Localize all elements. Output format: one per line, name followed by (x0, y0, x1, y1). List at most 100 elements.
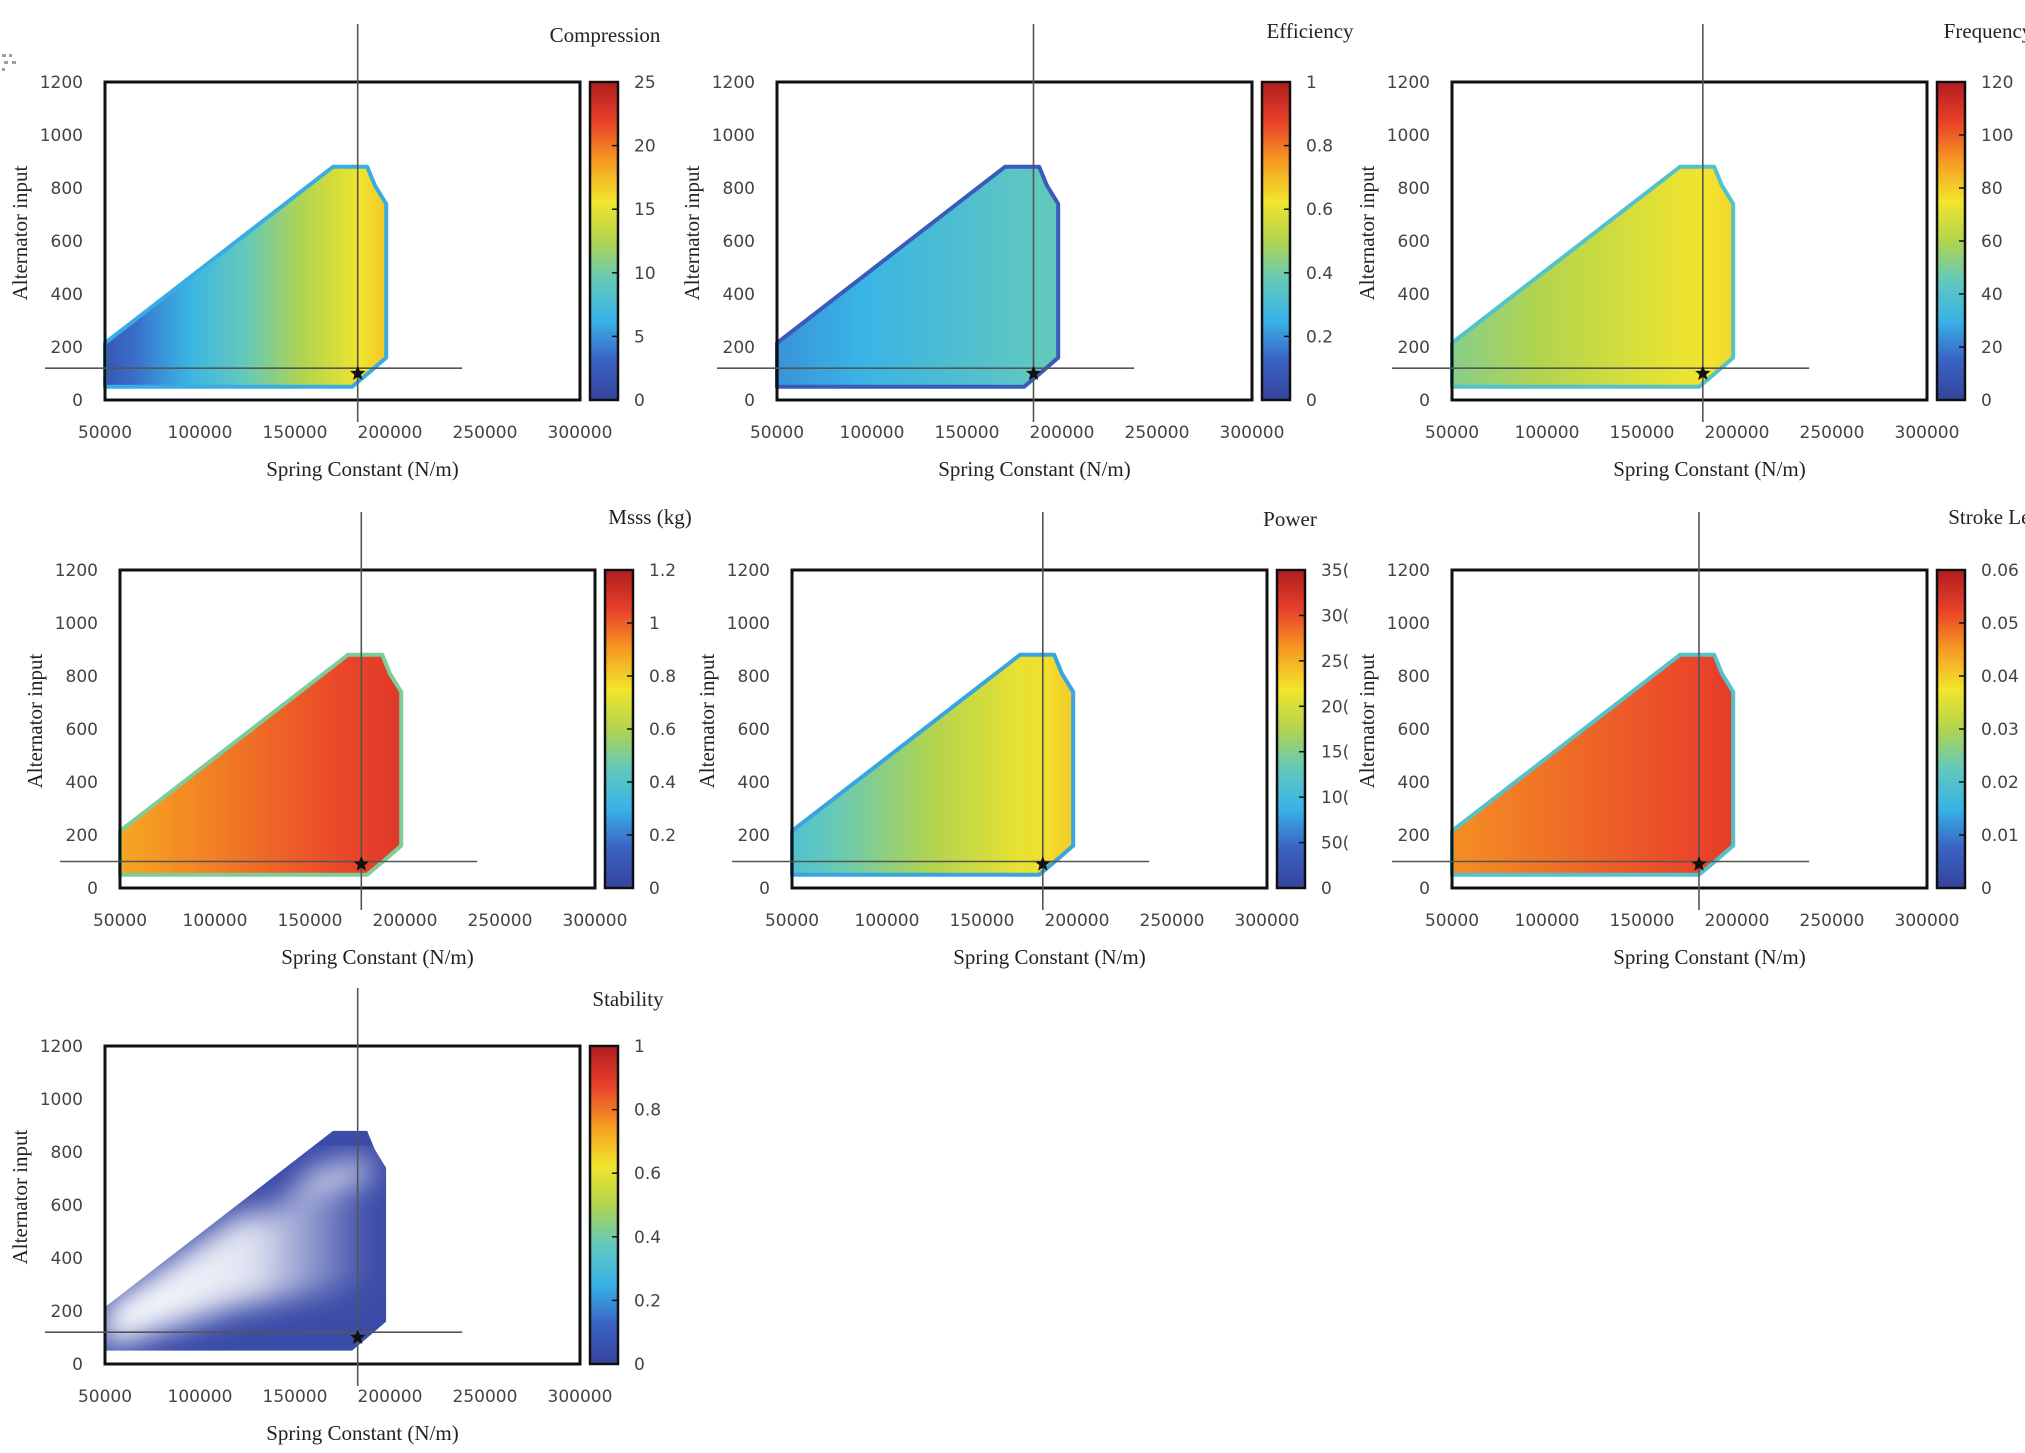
y-tick-label: 600 (723, 232, 755, 252)
y-tick-label: 200 (66, 826, 98, 846)
y-tick-label: 600 (51, 232, 83, 252)
x-tick-label: 100000 (168, 1387, 233, 1407)
colorbar-tick-label: 35( (1321, 561, 1349, 581)
y-tick-label: 200 (51, 338, 83, 358)
chart-panel-power: 50000 100000 150000 200000 250000 300000 0 200 4… (695, 507, 1349, 969)
colorbar-tick-label: 0.01 (1981, 826, 2019, 846)
chart-title: Efficiency (1266, 19, 1354, 43)
colorbar-tick-label: 0.8 (649, 667, 676, 687)
y-tick-label: 800 (1398, 179, 1430, 199)
y-tick-label: 1200 (40, 73, 83, 93)
colorbar-tick-label: 25 (634, 73, 656, 93)
y-tick-label: 400 (738, 773, 770, 793)
y-tick-label: 1200 (712, 73, 755, 93)
x-tick-label: 50000 (765, 911, 819, 931)
y-tick-label: 800 (51, 179, 83, 199)
chart-panel-stroke-length: 50000 100000 150000 200000 250000 300000 0 200 4… (1355, 505, 2025, 969)
x-tick-label: 250000 (468, 911, 533, 931)
plot-frame (775, 80, 1254, 402)
chart-title: Compression (550, 23, 661, 47)
y-tick-label: 600 (66, 720, 98, 740)
y-tick-label: 800 (1398, 667, 1430, 687)
colorbar-tick-label: 120 (1981, 73, 2013, 93)
x-tick-label: 50000 (78, 1387, 132, 1407)
heatmap-region (103, 164, 389, 389)
plot-frame (790, 568, 1269, 890)
optimum-marker (350, 1329, 366, 1344)
y-axis-label: Alternator input (23, 653, 47, 788)
colorbar-tick-label: 0.05 (1981, 614, 2019, 634)
y-tick-label: 400 (723, 285, 755, 305)
y-tick-label: 800 (66, 667, 98, 687)
colorbar-tick-label: 30( (1321, 606, 1349, 626)
colorbar (1260, 80, 1292, 402)
colorbar-tick-label: 0.02 (1981, 773, 2019, 793)
colorbar-tick-label: 1.2 (649, 561, 676, 581)
colorbar-tick-label: 0.06 (1981, 561, 2019, 581)
x-tick-label: 200000 (358, 1387, 423, 1407)
y-tick-label: 1000 (55, 614, 98, 634)
plot-frame (1450, 568, 1929, 890)
colorbar-tick-label: 40 (1981, 285, 2003, 305)
y-tick-label: 1000 (712, 126, 755, 146)
y-tick-label: 600 (51, 1196, 83, 1216)
x-tick-label: 300000 (548, 423, 613, 443)
x-tick-label: 100000 (1515, 423, 1580, 443)
colorbar-tick-label: 25( (1321, 652, 1349, 672)
colorbar-tick-label: 0.8 (634, 1101, 661, 1121)
x-tick-label: 300000 (1895, 423, 1960, 443)
x-tick-label: 100000 (168, 423, 233, 443)
x-tick-label: 250000 (1125, 423, 1190, 443)
x-tick-label: 200000 (358, 423, 423, 443)
colorbar-tick-label: 0.2 (634, 1291, 661, 1311)
y-axis-label: Alternator input (680, 165, 704, 300)
x-axis-label: Spring Constant (N/m) (1613, 457, 1806, 481)
x-tick-label: 200000 (1705, 911, 1770, 931)
y-tick-label: 800 (723, 179, 755, 199)
colorbar-tick-label: 0 (649, 879, 660, 899)
y-tick-label: 1000 (40, 1090, 83, 1110)
colorbar-tick-label: 0.6 (634, 1164, 661, 1184)
x-tick-label: 200000 (373, 911, 438, 931)
x-tick-label: 300000 (563, 911, 628, 931)
chart-title: Stability (592, 987, 664, 1011)
x-tick-label: 50000 (1425, 911, 1479, 931)
y-tick-label: 200 (1398, 338, 1430, 358)
y-tick-label: 200 (1398, 826, 1430, 846)
optimum-marker (350, 365, 366, 380)
y-tick-label: 1200 (55, 561, 98, 581)
y-tick-label: 1200 (1387, 73, 1430, 93)
x-tick-label: 50000 (750, 423, 804, 443)
y-tick-label: 200 (723, 338, 755, 358)
colorbar-tick-label: 0 (1321, 879, 1332, 899)
x-tick-label: 250000 (1800, 423, 1865, 443)
optimum-marker (1025, 365, 1042, 380)
x-tick-label: 300000 (1235, 911, 1300, 931)
chart-title: Frequency (1944, 19, 2025, 43)
colorbar-tick-label: 20 (1981, 338, 2003, 358)
x-tick-label: 300000 (548, 1387, 613, 1407)
x-tick-label: 50000 (1425, 423, 1479, 443)
dotted-mark-icon (0, 50, 22, 80)
colorbar-tick-label: 100 (1981, 126, 2013, 146)
y-tick-label: 1200 (1387, 561, 1430, 581)
chart-title: Power (1263, 507, 1317, 531)
colorbar-tick-label: 0 (1981, 391, 1992, 411)
colorbar-tick-label: 1 (634, 1037, 645, 1057)
colorbar-tick-label: 15( (1321, 743, 1349, 763)
x-tick-label: 300000 (1895, 911, 1960, 931)
x-axis-label: Spring Constant (N/m) (1613, 945, 1806, 969)
x-tick-label: 100000 (183, 911, 248, 931)
x-axis-label: Spring Constant (N/m) (266, 1421, 459, 1445)
x-tick-label: 150000 (935, 423, 1000, 443)
colorbar-tick-label: 0.03 (1981, 720, 2019, 740)
x-tick-label: 250000 (1800, 911, 1865, 931)
x-tick-label: 200000 (1705, 423, 1770, 443)
colorbar-tick-label: 20 (634, 137, 656, 157)
y-tick-label: 1000 (1387, 126, 1430, 146)
colorbar-tick-label: 0.8 (1306, 137, 1333, 157)
colorbar-tick-label: 0.6 (649, 720, 676, 740)
y-tick-label: 0 (744, 391, 755, 411)
chart-panel-compression: 50000 100000 150000 200000 250000 30000002004… (8, 23, 661, 481)
